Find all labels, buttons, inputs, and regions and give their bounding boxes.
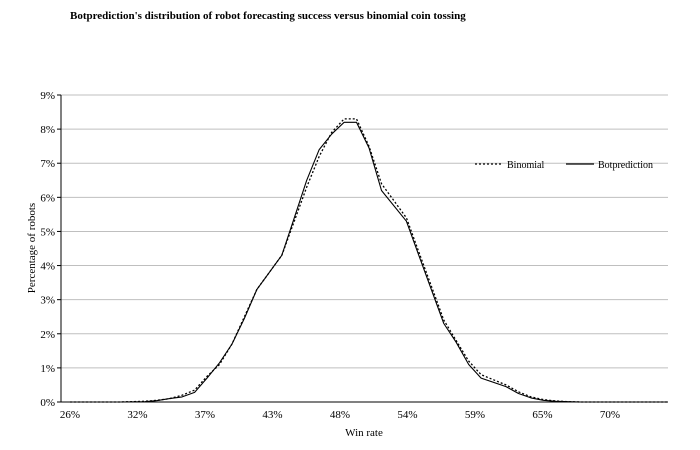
x-tick-label: 32% <box>127 409 147 421</box>
y-tick-label: 8% <box>40 124 55 136</box>
axes <box>60 95 668 403</box>
legend-label-botprediction: Botprediction <box>598 160 653 171</box>
x-tick-label: 65% <box>532 409 552 421</box>
x-tick-labels: 26% 32% 37% 43% 48% 54% 59% 65% 70% <box>60 409 620 421</box>
legend-label-binomial: Binomial <box>507 160 544 171</box>
y-tick-label: 3% <box>40 295 55 307</box>
x-tick-label: 70% <box>600 409 620 421</box>
x-axis-label: Win rate <box>345 427 383 439</box>
x-tick-label: 37% <box>195 409 215 421</box>
y-tick-label: 7% <box>40 158 55 170</box>
series-line-binomial <box>70 118 668 403</box>
y-tick-label: 2% <box>40 329 55 341</box>
y-tick-label: 0% <box>40 397 55 409</box>
x-tick-label: 43% <box>262 409 282 421</box>
x-tick-label: 54% <box>397 409 417 421</box>
y-tick-labels: 0% 1% 2% 3% 4% 5% 6% 7% 8% 9% <box>40 90 55 409</box>
legend: Binomial Botprediction <box>475 160 653 171</box>
y-tick-label: 9% <box>40 90 55 102</box>
gridlines <box>57 94 668 403</box>
y-tick-label: 6% <box>40 192 55 204</box>
chart-title: Botprediction's distribution of robot fo… <box>70 10 466 22</box>
x-tick-label: 59% <box>465 409 485 421</box>
series-lines <box>70 118 668 403</box>
x-tick-label: 26% <box>60 409 80 421</box>
x-tick-label: 48% <box>330 409 350 421</box>
y-tick-label: 4% <box>40 261 55 273</box>
y-tick-label: 1% <box>40 363 55 375</box>
y-tick-label: 5% <box>40 226 55 238</box>
y-axis-label: Percentage of robots <box>26 203 38 293</box>
series-line-botprediction <box>70 121 668 403</box>
